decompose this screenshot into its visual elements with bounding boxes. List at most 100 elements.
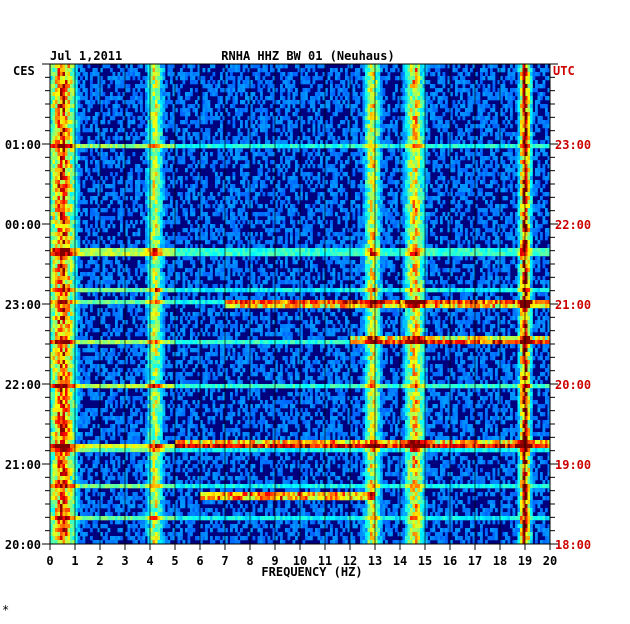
spectrogram-cell [240,168,243,173]
spectrogram-cell [355,132,358,137]
spectrogram-cell [152,136,156,141]
spectrogram-cell [315,140,318,145]
spectrogram-cell [142,184,146,189]
spectrogram-cell [437,72,441,77]
spectrogram-cell [277,64,281,69]
spectrogram-cell [145,168,148,173]
spectrogram-cell [50,100,53,105]
spectrogram-cell [70,204,73,209]
spectrogram-cell [172,124,176,129]
spectrogram-cell [272,208,276,213]
spectrogram-cell [205,120,208,125]
spectrogram-cell [242,220,246,225]
spectrogram-cell [367,156,371,161]
spectrogram-cell [490,128,493,133]
spectrogram-cell [115,112,118,117]
spectrogram-cell [192,188,196,193]
spectrogram-cell [377,104,381,109]
spectrogram-cell [240,76,243,81]
spectrogram-cell [330,120,333,125]
spectrogram-cell [212,224,216,229]
spectrogram-cell [67,72,71,77]
spectrogram-cell [510,112,513,117]
spectrogram-cell [430,212,433,217]
spectrogram-cell [200,80,203,85]
spectrogram-cell [370,136,373,141]
spectrogram-cell [405,164,408,169]
spectrogram-cell [262,84,266,89]
spectrogram-cell [370,180,373,185]
spectrogram-cell [162,176,166,181]
spectrogram-cell [427,108,431,113]
spectrogram-cell [187,200,191,205]
spectrogram-cell [417,108,421,113]
spectrogram-cell [72,68,76,73]
spectrogram-cell [82,72,86,77]
spectrogram-cell [75,156,78,161]
spectrogram-cell [52,144,56,149]
spectrogram-cell [92,196,96,201]
spectrogram-cell [160,84,163,89]
spectrogram-cell [180,136,183,141]
spectrogram-cell [305,72,308,77]
spectrogram-cell [240,224,243,229]
spectrogram-cell [315,184,318,189]
spectrogram-cell [435,88,438,93]
spectrogram-cell [67,148,71,153]
spectrogram-cell [430,84,433,89]
spectrogram-cell [57,220,61,225]
spectrogram-cell [405,200,408,205]
spectrogram-cell [332,200,336,205]
spectrogram-cell [72,168,76,173]
spectrogram-cell [522,124,526,129]
spectrogram-cell [285,116,288,121]
spectrogram-cell [427,160,431,165]
spectrogram-cell [432,148,436,153]
spectrogram-cell [190,164,193,169]
spectrogram-cell [497,208,501,213]
spectrogram-cell [280,160,283,165]
spectrogram-cell [517,200,521,205]
spectrogram-cell [145,140,148,145]
spectrogram-cell [67,200,71,205]
spectrogram-cell [410,144,413,149]
spectrogram-cell [302,88,306,93]
spectrogram-cell [495,220,498,225]
spectrogram-cell [417,92,421,97]
spectrogram-cell [145,104,148,109]
spectrogram-cell [400,104,403,109]
spectrogram-cell [262,76,266,81]
spectrogram-cell [470,176,473,181]
spectrogram-cell [57,188,61,193]
spectrogram-cell [135,168,138,173]
spectrogram-cell [505,188,508,193]
spectrogram-cell [247,192,251,197]
spectrogram-cell [355,76,358,81]
spectrogram-cell [442,72,446,77]
spectrogram-cell [90,76,93,81]
spectrogram-cell [55,88,58,93]
spectrogram-cell [450,116,453,121]
spectrogram-cell [465,188,468,193]
spectrogram-cell [502,184,506,189]
spectrogram-cell [80,116,83,121]
spectrogram-cell [420,64,423,69]
spectrogram-cell [90,124,93,129]
spectrogram-cell [402,124,406,129]
spectrogram-cell [175,128,178,133]
spectrogram-cell [200,176,203,181]
spectrogram-cell [95,128,98,133]
spectrogram-cell [210,224,213,229]
spectrogram-cell [397,156,401,161]
spectrogram-cell [75,136,78,141]
spectrogram-cell [110,216,113,221]
spectrogram-cell [467,204,471,209]
spectrogram-cell [417,84,421,89]
spectrogram-cell [512,196,516,201]
spectrogram-cell [87,108,91,113]
spectrogram-cell [442,64,446,69]
spectrogram-cell [530,164,533,169]
spectrogram-cell [395,160,398,165]
spectrogram-cell [67,144,71,149]
spectrogram-cell [162,148,166,153]
